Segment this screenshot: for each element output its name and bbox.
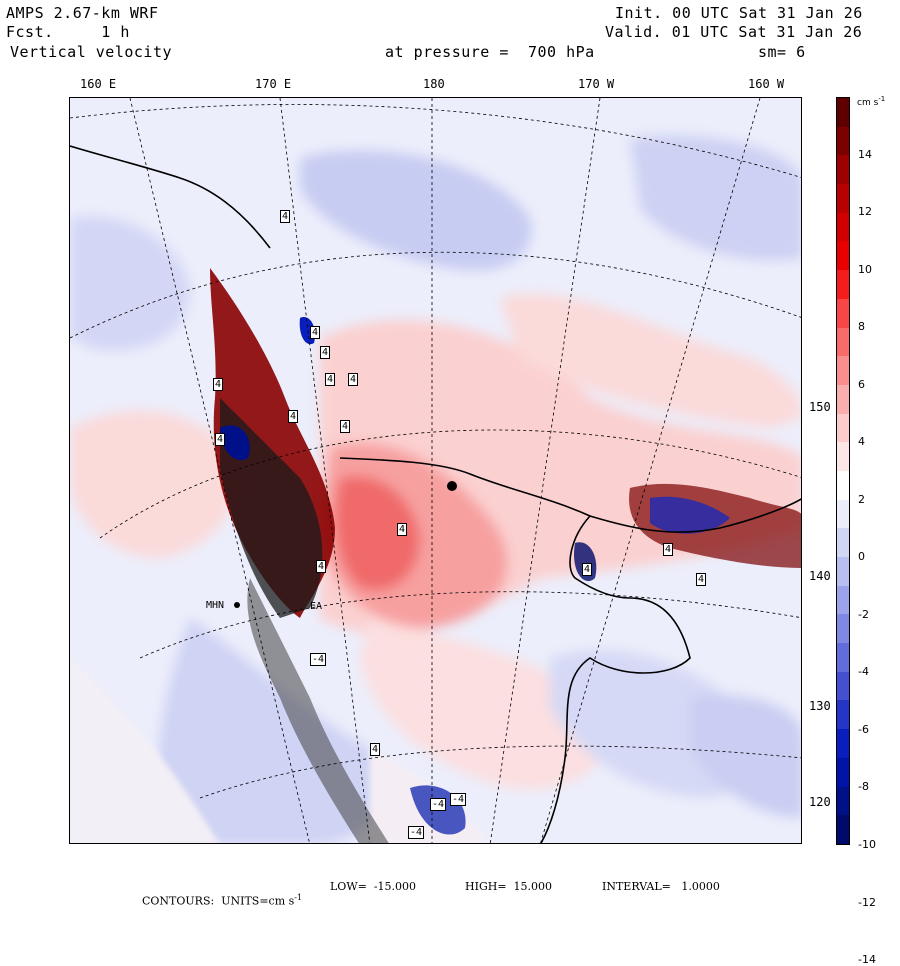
contour-label: 4 — [320, 346, 331, 359]
colorbar-swatch — [837, 757, 849, 787]
station-dot — [447, 481, 457, 491]
colorbar-swatch — [837, 557, 849, 586]
colorbar-swatch — [837, 241, 849, 271]
valid-time: Valid. 01 UTC Sat 31 Jan 26 — [605, 23, 863, 41]
lon-label-180: 180 — [423, 77, 445, 91]
colorbar-swatch — [837, 585, 849, 615]
colorbar-swatch — [837, 212, 849, 242]
colorbar-tick-label: 12 — [858, 205, 872, 219]
model-title: AMPS 2.67-km WRF — [6, 4, 159, 22]
station-label-mhn: MHN — [206, 600, 225, 611]
colorbar-tick-label: 0 — [858, 550, 865, 564]
contour-label: 4 — [663, 543, 674, 556]
forecast-hour: Fcst. 1 h — [6, 23, 130, 41]
smoothing: sm= 6 — [758, 43, 806, 61]
colorbar-swatch — [837, 126, 849, 156]
colorbar-units: cm s-1 — [857, 95, 885, 108]
footer-interval: INTERVAL= 1.0000 — [602, 880, 720, 893]
contour-label: 4 — [213, 378, 224, 391]
colorbar-units-exp: -1 — [878, 95, 886, 103]
contour-label: 4 — [348, 373, 359, 386]
colorbar-swatch — [837, 643, 849, 672]
contour-label: 4 — [310, 326, 321, 339]
lon-label-160w: 160 W — [748, 77, 785, 91]
contour-label: 4 — [696, 573, 707, 586]
colorbar-swatch — [837, 98, 849, 127]
variable-name: Vertical velocity — [10, 43, 173, 61]
colorbar-swatch — [837, 298, 849, 328]
colorbar-swatch — [837, 786, 849, 816]
footer-contours-text: CONTOURS: UNITS=cm s — [142, 894, 295, 908]
lon-label-170e: 170 E — [255, 77, 292, 91]
colorbar-tick-label: -4 — [858, 665, 869, 679]
contour-label: 4 — [340, 420, 351, 433]
contour-label: 4 — [280, 210, 291, 223]
colorbar-tick-label: -6 — [858, 722, 869, 736]
colorbar-tick-label: -12 — [858, 895, 876, 909]
footer-contours: CONTOURS: UNITS=cm s-1 — [135, 880, 302, 908]
contour-label: -4 — [408, 826, 425, 839]
colorbar-tick-label: 6 — [858, 377, 865, 391]
contour-label: 4 — [325, 373, 336, 386]
contour-label: 4 — [370, 743, 381, 756]
colorbar-tick-label: 10 — [858, 262, 872, 276]
colorbar-swatch — [837, 413, 849, 443]
colorbar-swatch — [837, 327, 849, 357]
footer-units-exp: -1 — [294, 893, 303, 902]
contour-label: 4 — [582, 563, 593, 576]
colorbar-swatch — [837, 442, 849, 471]
footer-high: HIGH= 15.000 — [465, 880, 553, 893]
colorbar — [836, 97, 850, 845]
colorbar-swatch — [837, 184, 849, 213]
colorbar-units-text: cm s — [857, 98, 879, 108]
init-time: Init. 00 UTC Sat 31 Jan 26 — [615, 4, 863, 22]
colorbar-swatch — [837, 671, 849, 701]
lon-label-170w: 170 W — [578, 77, 615, 91]
contour-label: 4 — [215, 433, 226, 446]
contour-label: -4 — [430, 798, 447, 811]
colorbar-tick-label: 8 — [858, 320, 865, 334]
contour-label: 4 — [288, 410, 299, 423]
contour-label: -4 — [310, 653, 327, 666]
colorbar-swatch — [837, 614, 849, 644]
colorbar-tick-label: 14 — [858, 147, 872, 161]
colorbar-swatch — [837, 470, 849, 500]
colorbar-tick-label: 2 — [858, 492, 865, 506]
pressure-level: at pressure = 700 hPa — [385, 43, 595, 61]
colorbar-swatch — [837, 499, 849, 529]
colorbar-swatch — [837, 384, 849, 414]
colorbar-swatch — [837, 270, 849, 299]
lon-label-160e: 160 E — [80, 77, 117, 91]
colorbar-tick-label: 4 — [858, 435, 865, 449]
contour-label: -4 — [450, 793, 467, 806]
coastline — [70, 145, 801, 843]
contour-label: 4 — [397, 523, 408, 536]
contour-label: 4 — [316, 560, 327, 573]
graticule — [70, 98, 801, 843]
footer-low: LOW= -15.000 — [330, 880, 417, 893]
mountain-convection-band — [210, 268, 801, 843]
colorbar-swatch — [837, 155, 849, 185]
colorbar-swatch — [837, 528, 849, 557]
colorbar-swatch — [837, 729, 849, 758]
colorbar-swatch — [837, 700, 849, 730]
vertical-velocity-field — [70, 98, 801, 843]
colorbar-tick-label: -8 — [858, 780, 869, 794]
colorbar-swatch — [837, 815, 849, 844]
warm-regions — [70, 294, 801, 790]
station-dot-mhn — [234, 602, 240, 608]
colorbar-tick-label: -10 — [858, 838, 876, 851]
colorbar-tick-label: -14 — [858, 953, 876, 966]
colorbar-swatch — [837, 356, 849, 385]
map-panel: MHN EA 4 4 4 4 4 4 4 4 4 4 4 4 4 4 4 -4 -4 -4 -4 — [69, 97, 802, 844]
colorbar-tick-label: -2 — [858, 607, 869, 621]
station-label-ea: EA — [310, 601, 323, 612]
